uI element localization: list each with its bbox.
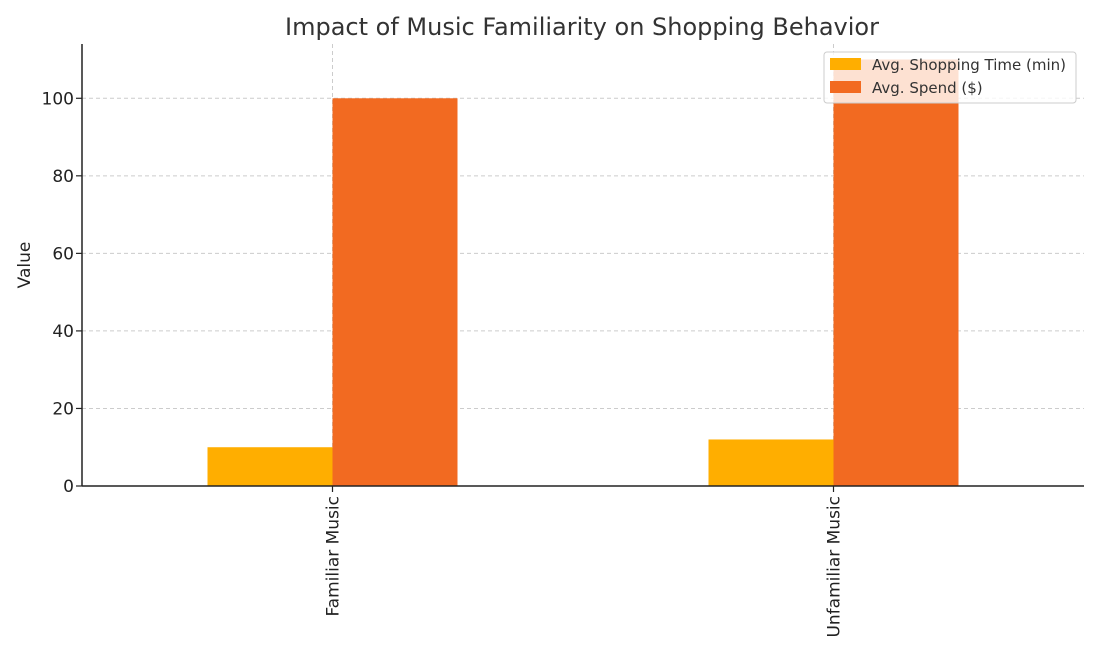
bars [207, 59, 959, 486]
legend-label: Avg. Spend ($) [872, 79, 983, 97]
y-tick-label: 40 [52, 322, 74, 342]
y-tick-label: 20 [52, 399, 74, 419]
x-tick-label: Familiar Music [324, 496, 344, 617]
chart-title: Impact of Music Familiarity on Shopping … [285, 13, 879, 41]
legend-box [823, 51, 1077, 104]
legend-swatch [830, 81, 861, 93]
y-tick-label: 0 [63, 477, 74, 497]
y-axis-label: Value [15, 242, 35, 289]
legend-swatch [830, 58, 861, 70]
bar-spend-1 [833, 59, 959, 486]
y-tick-label: 60 [52, 244, 74, 264]
y-tick-label: 100 [42, 89, 74, 109]
legend: Avg. Shopping Time (min) Avg. Spend ($) [823, 51, 1077, 104]
x-ticks: Familiar Music Unfamiliar Music [324, 486, 845, 638]
y-tick-label: 80 [52, 167, 74, 187]
x-tick-label: Unfamiliar Music [825, 496, 845, 638]
legend-label: Avg. Shopping Time (min) [872, 56, 1066, 74]
axes [81, 44, 1084, 487]
bar-shopping-time-1 [708, 439, 834, 486]
bar-shopping-time-0 [207, 447, 333, 486]
bar-spend-0 [332, 98, 458, 486]
y-ticks: 0 20 40 60 80 100 [42, 89, 82, 497]
